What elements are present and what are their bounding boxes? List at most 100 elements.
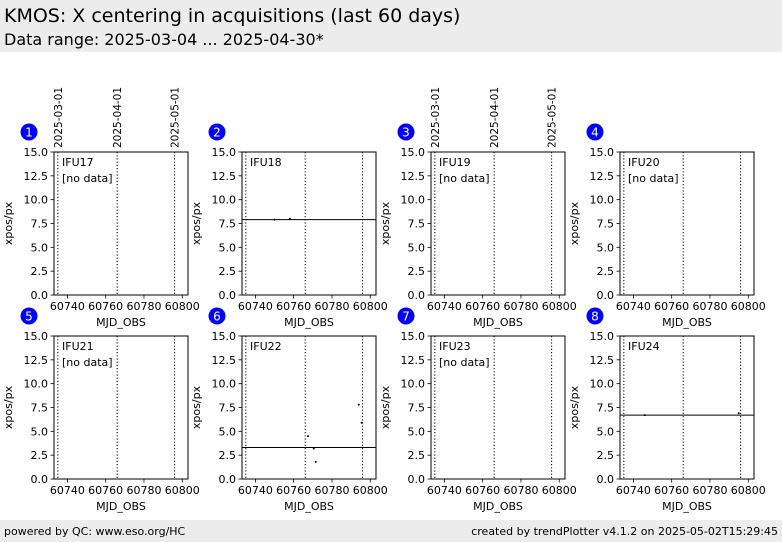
panel-ifu17: 0.0 2.5 5.0 7.5 10.0 12.5 15.0 60740 60760 60780 6… bbox=[2, 123, 200, 329]
x-tick-label: 60740 bbox=[616, 300, 651, 313]
x-tick-label: 60740 bbox=[50, 484, 85, 497]
x-tick-label: 60800 bbox=[542, 484, 577, 497]
y-tick-label: 12.5 bbox=[24, 354, 49, 367]
x-tick-label: 60800 bbox=[542, 300, 577, 313]
date-marker-label: 2025-03-01 bbox=[53, 87, 65, 148]
y-tick-label: 0.0 bbox=[219, 473, 237, 486]
y-axis-label: xpos/px bbox=[568, 201, 581, 245]
y-tick-label: 7.5 bbox=[31, 402, 49, 415]
y-tick-label: 12.5 bbox=[212, 170, 237, 183]
x-tick-label: 60780 bbox=[126, 484, 161, 497]
y-tick-label: 10.0 bbox=[590, 378, 615, 391]
x-tick-label: 60740 bbox=[50, 300, 85, 313]
y-axis-label: xpos/px bbox=[2, 385, 15, 429]
y-tick-label: 5.0 bbox=[31, 241, 49, 254]
panel-number: 8 bbox=[591, 310, 599, 324]
no-data-label: [no data] bbox=[439, 356, 490, 369]
x-tick-label: 60760 bbox=[654, 484, 689, 497]
y-axis-label: xpos/px bbox=[379, 385, 392, 429]
ifu-label: IFU20 bbox=[628, 156, 660, 169]
y-tick-label: 7.5 bbox=[597, 218, 615, 231]
panel-number-badge bbox=[397, 123, 415, 141]
no-data-label: [no data] bbox=[62, 172, 113, 185]
y-tick-label: 0.0 bbox=[408, 289, 426, 302]
y-tick-label: 15.0 bbox=[212, 330, 237, 343]
x-tick-label: 60740 bbox=[238, 300, 273, 313]
y-tick-label: 15.0 bbox=[401, 330, 426, 343]
y-tick-label: 2.5 bbox=[597, 265, 615, 278]
y-tick-label: 15.0 bbox=[24, 146, 49, 159]
panel-number: 4 bbox=[591, 126, 599, 140]
panel-number-badge bbox=[586, 123, 604, 141]
data-point bbox=[288, 217, 291, 220]
y-tick-label: 5.0 bbox=[597, 241, 615, 254]
panel-ifu24: 0.0 2.5 5.0 7.5 10.0 12.5 15.0 60740 60760 60780 6… bbox=[568, 307, 766, 513]
y-tick-label: 10.0 bbox=[212, 378, 237, 391]
x-tick-label: 60800 bbox=[353, 300, 388, 313]
x-axis-label: MJD_OBS bbox=[473, 500, 523, 513]
x-tick-label: 60740 bbox=[616, 484, 651, 497]
y-axis-label: xpos/px bbox=[190, 385, 203, 429]
y-tick-label: 0.0 bbox=[31, 289, 49, 302]
data-point bbox=[314, 460, 317, 463]
x-tick-label: 60760 bbox=[465, 484, 500, 497]
y-tick-label: 7.5 bbox=[219, 218, 237, 231]
y-tick-label: 7.5 bbox=[31, 218, 49, 231]
panel-number: 5 bbox=[25, 310, 33, 324]
panel-ifu19: 0.0 2.5 5.0 7.5 10.0 12.5 15.0 60740 60760 60780 6… bbox=[379, 123, 577, 329]
y-tick-label: 12.5 bbox=[590, 354, 615, 367]
date-marker-label: 2025-04-01 bbox=[112, 87, 124, 148]
x-tick-label: 60760 bbox=[88, 484, 123, 497]
y-tick-label: 2.5 bbox=[219, 449, 237, 462]
data-point bbox=[360, 421, 363, 424]
y-tick-label: 7.5 bbox=[219, 402, 237, 415]
y-tick-label: 7.5 bbox=[408, 402, 426, 415]
panel-number-badge bbox=[208, 123, 226, 141]
page-subtitle: Data range: 2025-03-04 ... 2025-04-30* bbox=[4, 30, 324, 49]
y-tick-label: 12.5 bbox=[401, 170, 426, 183]
x-tick-label: 60800 bbox=[353, 484, 388, 497]
x-tick-label: 60800 bbox=[731, 300, 766, 313]
y-tick-label: 10.0 bbox=[212, 194, 237, 207]
panel-number-badge bbox=[397, 307, 415, 325]
plot-frame bbox=[241, 335, 377, 480]
x-tick-label: 60780 bbox=[314, 300, 349, 313]
y-tick-label: 10.0 bbox=[401, 378, 426, 391]
panel-number-badge bbox=[20, 123, 38, 141]
panel-number: 2 bbox=[213, 126, 221, 140]
data-point bbox=[643, 414, 646, 417]
ifu-label: IFU19 bbox=[439, 156, 471, 169]
y-tick-label: 2.5 bbox=[219, 265, 237, 278]
data-point bbox=[312, 447, 315, 450]
plot-frame bbox=[619, 335, 755, 480]
x-axis-label: MJD_OBS bbox=[96, 500, 146, 513]
y-tick-label: 12.5 bbox=[212, 354, 237, 367]
footer-bar: powered by QC: www.eso.org/HC created by… bbox=[0, 520, 782, 542]
y-axis-label: xpos/px bbox=[190, 201, 203, 245]
no-data-label: [no data] bbox=[62, 356, 113, 369]
panel-number: 7 bbox=[402, 310, 410, 324]
data-point bbox=[307, 435, 310, 438]
y-axis-label: xpos/px bbox=[2, 201, 15, 245]
y-tick-label: 0.0 bbox=[597, 289, 615, 302]
y-tick-label: 5.0 bbox=[597, 425, 615, 438]
y-tick-label: 10.0 bbox=[590, 194, 615, 207]
y-tick-label: 0.0 bbox=[408, 473, 426, 486]
footer-credit: powered by QC: www.eso.org/HC bbox=[4, 525, 186, 538]
y-tick-label: 5.0 bbox=[31, 425, 49, 438]
x-tick-label: 60780 bbox=[314, 484, 349, 497]
y-tick-label: 15.0 bbox=[24, 330, 49, 343]
no-data-label: [no data] bbox=[628, 172, 679, 185]
y-tick-label: 15.0 bbox=[590, 146, 615, 159]
y-tick-label: 15.0 bbox=[590, 330, 615, 343]
x-axis-label: MJD_OBS bbox=[284, 316, 334, 329]
ifu-label: IFU17 bbox=[62, 156, 94, 169]
panel-ifu22: 0.0 2.5 5.0 7.5 10.0 12.5 15.0 60740 60760 60780 6… bbox=[190, 307, 388, 513]
y-tick-label: 0.0 bbox=[597, 473, 615, 486]
ifu-label: IFU18 bbox=[250, 156, 282, 169]
x-axis-label: MJD_OBS bbox=[662, 500, 712, 513]
y-tick-label: 5.0 bbox=[408, 425, 426, 438]
y-tick-label: 2.5 bbox=[597, 449, 615, 462]
panel-number-badge bbox=[20, 307, 38, 325]
panel-ifu21: 0.0 2.5 5.0 7.5 10.0 12.5 15.0 60740 60760 60780 6… bbox=[2, 307, 200, 513]
